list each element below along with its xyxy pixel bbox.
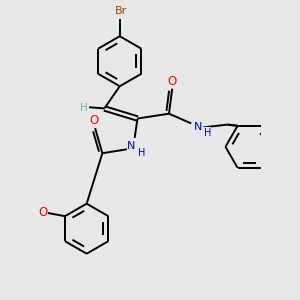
Text: O: O [38,206,47,219]
Text: O: O [168,75,177,88]
Text: Br: Br [114,6,127,16]
Text: O: O [90,114,99,128]
Text: H: H [80,103,87,112]
Text: N: N [127,141,136,151]
Text: H: H [204,128,211,138]
Text: N: N [194,122,202,132]
Text: H: H [138,148,145,158]
